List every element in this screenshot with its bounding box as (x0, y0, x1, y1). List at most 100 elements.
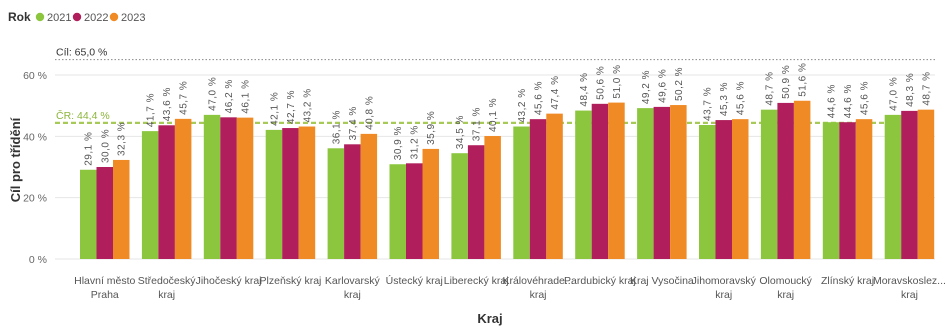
legend-swatch-2021 (35, 12, 45, 22)
bar-2022 (777, 102, 794, 259)
data-label-2023: 50,2 % (674, 67, 685, 101)
bar-2023 (855, 119, 873, 259)
data-label-2022: 44,6 % (843, 84, 854, 118)
data-label-2021: 36,1 % (331, 110, 342, 144)
bar-2023 (793, 100, 811, 259)
bar-2023 (236, 117, 254, 259)
data-label-2022: 50,6 % (595, 66, 606, 100)
bar-2021 (327, 148, 345, 259)
data-label-2021: 43,2 % (517, 88, 528, 122)
bar-2021 (80, 169, 97, 259)
data-label-2023: 45,6 % (860, 81, 871, 115)
y-axis-ticks: 0 % 20 % 40 % 60 % (23, 70, 47, 266)
data-label-2022: 48,3 % (905, 73, 916, 107)
bar-2022 (158, 125, 175, 259)
bar-2023 (546, 113, 563, 259)
bar-2023 (732, 119, 749, 259)
bar-2023 (917, 109, 935, 259)
bar-2021 (822, 122, 840, 259)
legend-label-2023: 2023 (121, 12, 145, 24)
bar-2022 (591, 103, 609, 260)
bar-2023 (484, 136, 501, 259)
data-label-2023: 51,6 % (798, 63, 809, 97)
category-label: Ústecký kraj (386, 274, 443, 287)
category-label: Pardubický kraj (564, 275, 636, 287)
category-label: Plzeňský kraj (260, 275, 322, 287)
bar-2023 (174, 118, 192, 259)
bar-2022 (282, 128, 299, 259)
data-label-2021: 47,0 % (208, 77, 219, 111)
data-label-2022: 45,6 % (534, 81, 545, 115)
bar-2022 (653, 106, 671, 259)
category-label: Praha (91, 289, 119, 301)
bar-2021 (637, 108, 654, 260)
data-label-2023: 40,8 % (364, 96, 375, 130)
category-label: kraj (777, 289, 794, 301)
legend-label-2022: 2022 (84, 12, 108, 24)
reference-label: ČR: 44,4 % (56, 109, 110, 122)
bar-2021 (451, 153, 468, 259)
legend-label-2021: 2021 (47, 12, 71, 24)
x-axis-title: Kraj (477, 311, 502, 326)
data-label-2022: 45,3 % (719, 82, 730, 116)
bar-2022 (715, 120, 732, 259)
bar-2021 (575, 110, 592, 259)
category-label: Olomoucký (759, 275, 812, 287)
category-label: Hlavní město (74, 275, 135, 287)
category-label: Karlovarský (325, 275, 381, 287)
data-label-2023: 40,1 % (488, 98, 499, 132)
bar-2021 (513, 126, 530, 260)
category-label: Středočeský (138, 275, 197, 287)
y-tick-label: 40 % (23, 131, 47, 143)
bar-2022 (220, 117, 237, 259)
category-label: Zlínský kraj (821, 275, 874, 287)
category-label: kraj (344, 289, 361, 301)
data-label-2023: 32,3 % (117, 122, 128, 156)
bar-2023 (360, 133, 378, 259)
data-label-2021: 47,0 % (888, 77, 899, 111)
bar-2021 (389, 164, 406, 259)
data-label-2022: 31,2 % (410, 125, 421, 159)
reference-label: Cíl: 65,0 % (56, 47, 107, 59)
data-label-2021: 44,6 % (827, 84, 838, 118)
bars (80, 100, 935, 260)
bar-2022 (839, 122, 856, 259)
data-label-2022: 43,6 % (162, 87, 173, 121)
y-tick-label: 20 % (23, 193, 47, 205)
bar-2023 (113, 159, 130, 259)
reference-lines: Cíl: 65,0 % ČR: 44,4 % (55, 47, 935, 124)
data-label-2021: 49,2 % (641, 70, 652, 104)
bar-2023 (422, 148, 439, 259)
data-label-2023: 47,4 % (550, 75, 561, 109)
data-label-2021: 43,7 % (703, 87, 714, 121)
category-label: Kraj Vysočina (630, 275, 694, 287)
category-label: kraj (901, 289, 918, 301)
legend-title: Rok (8, 10, 31, 24)
category-label: Jihočeský kraj (196, 275, 262, 287)
category-label: kraj (715, 289, 732, 301)
data-labels: 29,1 % 30,0 % 32,3 % 41,7 % 43,6 % 45,7 % 47,0… (84, 63, 933, 166)
bar-2021 (265, 129, 283, 259)
data-label-2021: 30,9 % (393, 126, 404, 160)
data-label-2023: 45,6 % (736, 81, 747, 115)
bar-2021 (141, 131, 159, 259)
category-label: Jihomoravský (692, 275, 757, 287)
bar-2021 (699, 124, 716, 259)
data-label-2022: 30,0 % (100, 129, 111, 163)
data-label-2023: 48,7 % (921, 72, 932, 106)
data-label-2022: 49,6 % (657, 69, 668, 103)
data-label-2023: 35,9 % (426, 111, 437, 145)
bar-2022 (529, 119, 547, 259)
category-labels: Hlavní město Praha Středočeský kraj Jihočesk… (74, 274, 946, 301)
y-axis-title: Cíl pro třídění (8, 117, 23, 202)
bar-2021 (760, 109, 778, 259)
data-label-2023: 43,2 % (302, 88, 313, 122)
data-label-2022: 37,1 % (472, 107, 483, 141)
bar-2022 (344, 144, 361, 259)
legend-swatch-2022 (72, 12, 82, 22)
bar-2023 (298, 126, 316, 260)
data-label-2021: 48,7 % (765, 72, 776, 106)
data-label-2021: 29,1 % (84, 132, 95, 166)
y-tick-label: 60 % (23, 70, 47, 82)
data-label-2023: 51,0 % (612, 64, 623, 98)
